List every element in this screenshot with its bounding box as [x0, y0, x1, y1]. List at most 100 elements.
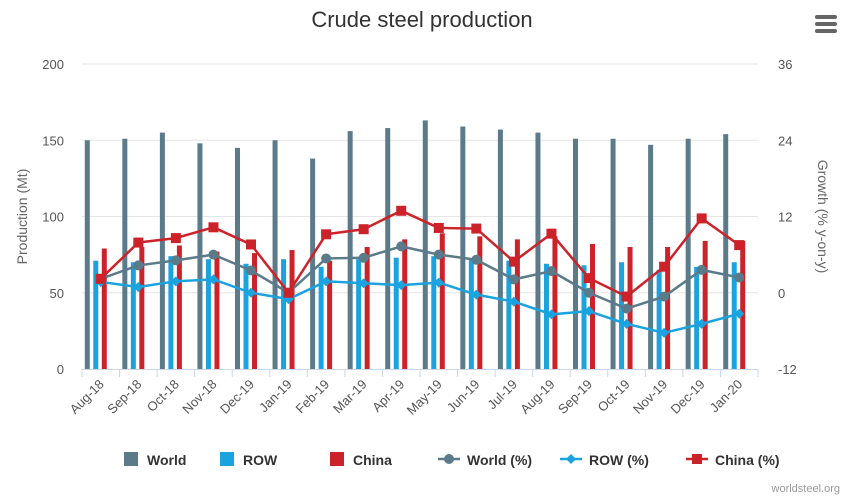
- point-row[interactable]: [696, 318, 707, 329]
- bar-china[interactable]: [740, 240, 746, 369]
- bar-china[interactable]: [552, 236, 558, 369]
- point-row[interactable]: [508, 296, 519, 307]
- bar-world[interactable]: [235, 147, 240, 369]
- bar-row[interactable]: [318, 266, 324, 369]
- bar-china[interactable]: [364, 247, 370, 369]
- point-world[interactable]: [396, 241, 407, 252]
- bar-row[interactable]: [694, 266, 700, 369]
- legend-swatch-world[interactable]: [124, 452, 138, 466]
- bar-row[interactable]: [205, 259, 211, 369]
- bar-china[interactable]: [665, 247, 671, 369]
- bar-world[interactable]: [310, 158, 316, 369]
- point-row[interactable]: [133, 282, 144, 293]
- legend-marker-china[interactable]: [692, 454, 702, 464]
- bar-row[interactable]: [93, 260, 99, 369]
- point-row[interactable]: [471, 289, 482, 300]
- bar-world[interactable]: [460, 126, 466, 370]
- bar-world[interactable]: [535, 132, 541, 369]
- point-china[interactable]: [358, 224, 369, 235]
- menu-icon[interactable]: [812, 12, 840, 38]
- point-world[interactable]: [508, 274, 519, 285]
- bar-row[interactable]: [356, 259, 362, 369]
- point-world[interactable]: [246, 265, 256, 276]
- bar-row[interactable]: [656, 269, 662, 369]
- bar-china[interactable]: [101, 248, 107, 369]
- point-china[interactable]: [396, 205, 407, 216]
- bar-row[interactable]: [168, 256, 174, 369]
- bar-china[interactable]: [289, 250, 295, 369]
- bar-china[interactable]: [514, 239, 520, 369]
- bar-world[interactable]: [610, 138, 616, 369]
- point-china[interactable]: [584, 273, 594, 284]
- point-world[interactable]: [734, 272, 745, 283]
- legend-marker-row[interactable]: [566, 454, 576, 464]
- bar-china[interactable]: [477, 236, 483, 369]
- point-world[interactable]: [621, 303, 632, 314]
- point-world[interactable]: [546, 266, 557, 277]
- point-world[interactable]: [208, 249, 219, 260]
- bar-china[interactable]: [176, 245, 182, 369]
- bar-row[interactable]: [581, 265, 587, 369]
- point-china[interactable]: [321, 229, 332, 240]
- point-world[interactable]: [584, 287, 594, 298]
- bar-china[interactable]: [327, 260, 333, 369]
- point-row[interactable]: [321, 276, 332, 287]
- point-row[interactable]: [358, 278, 369, 289]
- point-china[interactable]: [659, 261, 670, 272]
- point-row[interactable]: [433, 277, 444, 288]
- bar-row[interactable]: [468, 259, 474, 369]
- point-row[interactable]: [246, 287, 256, 298]
- bar-world[interactable]: [573, 138, 578, 369]
- bar-world[interactable]: [347, 131, 353, 369]
- bar-world[interactable]: [385, 128, 391, 369]
- point-china[interactable]: [433, 222, 444, 233]
- point-world[interactable]: [358, 252, 369, 263]
- point-china[interactable]: [246, 239, 256, 250]
- bar-china[interactable]: [590, 243, 595, 369]
- point-world[interactable]: [321, 253, 332, 264]
- point-row[interactable]: [584, 306, 594, 317]
- bar-row[interactable]: [619, 262, 625, 369]
- point-row[interactable]: [208, 274, 219, 285]
- point-china[interactable]: [208, 222, 219, 233]
- bar-row[interactable]: [393, 257, 399, 369]
- point-china[interactable]: [546, 228, 557, 239]
- bar-china[interactable]: [252, 253, 257, 369]
- bar-china[interactable]: [139, 247, 145, 369]
- legend-swatch-china[interactable]: [330, 452, 344, 466]
- bar-row[interactable]: [243, 263, 249, 369]
- bar-world[interactable]: [723, 134, 729, 369]
- bar-row[interactable]: [543, 263, 549, 369]
- point-china[interactable]: [696, 213, 707, 224]
- bar-row[interactable]: [506, 260, 512, 369]
- point-row[interactable]: [734, 308, 745, 319]
- bar-world[interactable]: [272, 140, 278, 369]
- bar-china[interactable]: [702, 240, 708, 369]
- point-world[interactable]: [433, 249, 444, 260]
- point-world[interactable]: [471, 254, 482, 265]
- point-china[interactable]: [471, 223, 482, 234]
- bar-row[interactable]: [130, 262, 136, 369]
- bar-row[interactable]: [281, 259, 287, 369]
- bar-world[interactable]: [159, 132, 165, 369]
- point-china[interactable]: [621, 291, 632, 302]
- bar-china[interactable]: [439, 233, 445, 369]
- bar-row[interactable]: [431, 256, 437, 369]
- point-china[interactable]: [95, 273, 106, 284]
- point-world[interactable]: [659, 291, 670, 302]
- legend-swatch-row[interactable]: [220, 452, 234, 466]
- point-world[interactable]: [696, 264, 707, 275]
- point-china[interactable]: [133, 237, 144, 248]
- bar-world[interactable]: [648, 144, 654, 369]
- point-china[interactable]: [283, 287, 294, 298]
- bar-china[interactable]: [214, 251, 220, 369]
- point-china[interactable]: [734, 240, 745, 251]
- point-world[interactable]: [170, 255, 181, 266]
- bar-world[interactable]: [422, 120, 428, 369]
- point-china[interactable]: [508, 256, 519, 267]
- legend-marker-world[interactable]: [444, 454, 454, 464]
- point-row[interactable]: [546, 309, 557, 320]
- bar-world[interactable]: [84, 140, 90, 369]
- point-china[interactable]: [170, 233, 181, 244]
- point-row[interactable]: [621, 318, 632, 329]
